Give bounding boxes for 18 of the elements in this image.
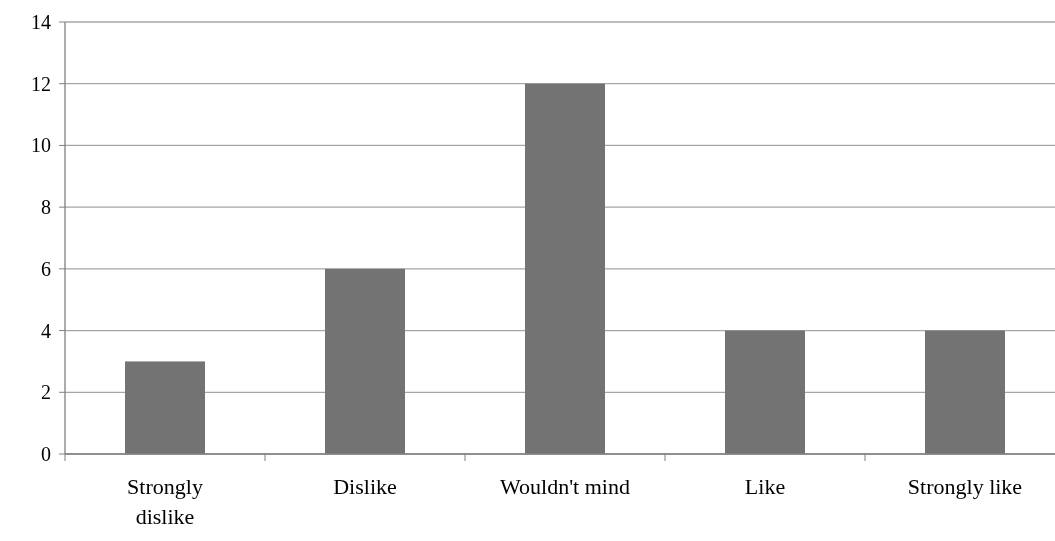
x-tick-label: Strongly dislike: [127, 474, 203, 529]
x-tick-label: Like: [744, 474, 786, 499]
bar: [325, 268, 405, 454]
bar: [725, 330, 805, 454]
y-tick-label: 6: [41, 257, 51, 280]
x-tick-label: Wouldn't mind: [500, 474, 630, 499]
bar: [925, 330, 1005, 454]
x-tick-label: Strongly like: [907, 474, 1023, 499]
y-tick-label: 12: [31, 72, 51, 95]
y-tick-label: 8: [41, 196, 51, 219]
bar: [125, 361, 205, 454]
y-tick-label: 2: [41, 381, 51, 404]
y-tick-label: 0: [41, 443, 51, 465]
y-tick-label: 4: [41, 319, 51, 342]
bar: [525, 83, 605, 454]
y-tick-label: 10: [31, 134, 51, 157]
y-tick-label: 14: [31, 11, 51, 33]
x-tick-label: Dislike: [333, 474, 397, 499]
